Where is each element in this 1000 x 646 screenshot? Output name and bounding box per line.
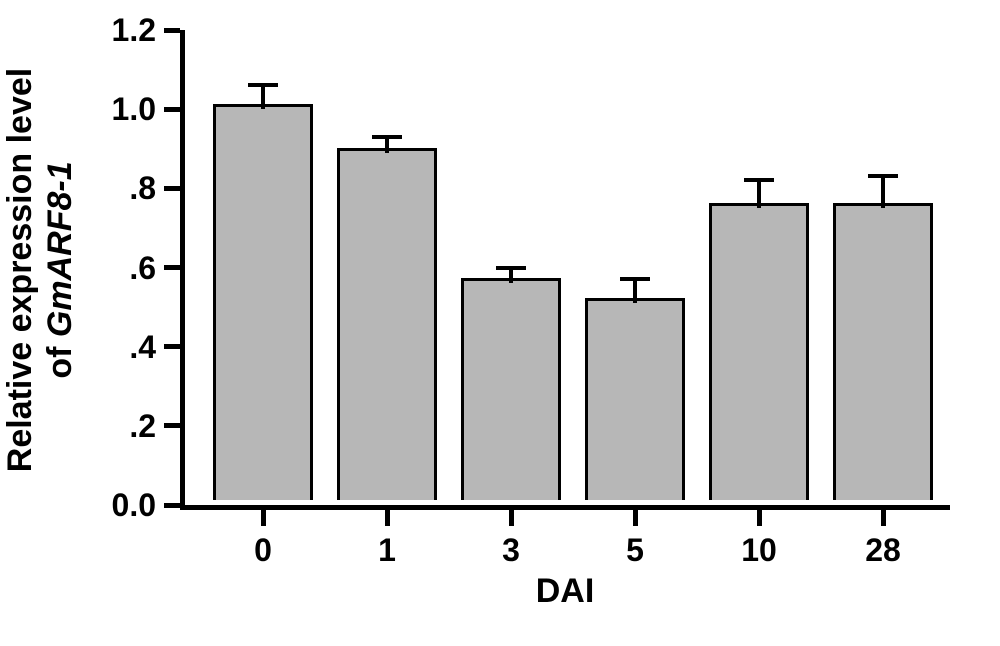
y-axis-title: Relative expression level of GmARF8-1 xyxy=(0,20,80,520)
bar xyxy=(833,203,933,500)
error-bar-cap xyxy=(868,174,898,178)
y-tick xyxy=(164,423,180,428)
error-bar-cap xyxy=(744,178,774,182)
x-tick xyxy=(261,510,266,526)
error-bar xyxy=(509,268,513,284)
y-tick xyxy=(164,107,180,112)
y-tick xyxy=(164,344,180,349)
x-tick-label: 1 xyxy=(325,532,449,569)
y-axis-title-line2-prefix: of xyxy=(41,337,79,379)
bar xyxy=(585,298,685,500)
figure: 0.0 .2 .4 .6 .8 1.0 1.2 01351028 Relative expr… xyxy=(0,0,1000,646)
error-bar xyxy=(757,180,761,208)
bar xyxy=(709,203,809,500)
error-bar xyxy=(261,85,265,109)
x-tick xyxy=(757,510,762,526)
error-bar xyxy=(881,176,885,208)
y-tick-label: 0.0 xyxy=(86,487,156,524)
x-tick-label: 5 xyxy=(573,532,697,569)
y-axis-title-line2: of GmARF8-1 xyxy=(40,20,80,520)
y-tick-label: 1.0 xyxy=(86,91,156,128)
y-tick-label: 1.2 xyxy=(86,12,156,49)
x-tick xyxy=(633,510,638,526)
y-tick-label: .8 xyxy=(86,170,156,207)
x-tick xyxy=(385,510,390,526)
bar xyxy=(337,148,437,500)
y-tick-label: .6 xyxy=(86,250,156,287)
x-tick-label: 10 xyxy=(697,532,821,569)
plot-area xyxy=(180,30,950,510)
error-bar xyxy=(633,279,637,303)
error-bar xyxy=(385,137,389,153)
y-tick xyxy=(164,265,180,270)
x-tick-label: 28 xyxy=(821,532,945,569)
y-tick-label: .2 xyxy=(86,408,156,445)
error-bar-cap xyxy=(620,277,650,281)
y-tick xyxy=(164,186,180,191)
x-axis-title: DAI xyxy=(180,572,950,611)
y-tick-label: .4 xyxy=(86,329,156,366)
x-tick xyxy=(509,510,514,526)
y-tick xyxy=(164,503,180,508)
error-bar-cap xyxy=(496,266,526,270)
bar xyxy=(461,278,561,500)
x-tick-label: 0 xyxy=(201,532,325,569)
bar xyxy=(213,104,313,500)
y-tick xyxy=(164,28,180,33)
x-tick xyxy=(881,510,886,526)
y-axis-title-gene: GmARF8-1 xyxy=(41,161,79,337)
x-tick-label: 3 xyxy=(449,532,573,569)
y-axis-title-line1: Relative expression level xyxy=(0,20,40,520)
error-bar-cap xyxy=(372,135,402,139)
error-bar-cap xyxy=(248,83,278,87)
